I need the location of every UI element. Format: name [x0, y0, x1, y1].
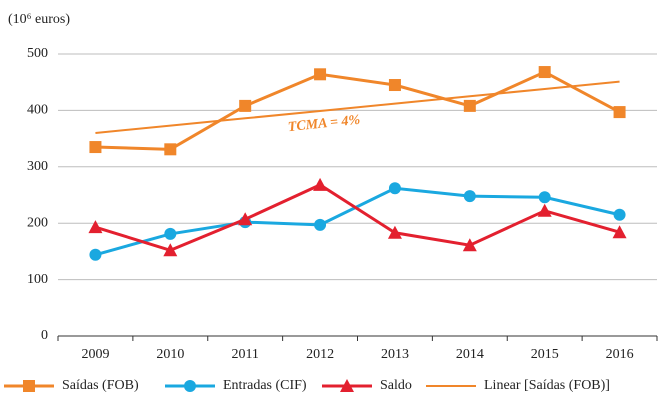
data-point	[613, 106, 626, 119]
legend-label: Entradas (CIF)	[223, 378, 307, 393]
x-tick-label: 2014	[456, 347, 484, 362]
data-point	[314, 218, 327, 231]
x-tick-label: 2016	[606, 347, 634, 362]
x-tick-label: 2015	[531, 347, 559, 362]
data-point	[88, 220, 103, 234]
data-point	[538, 191, 551, 204]
data-point	[538, 66, 551, 79]
y-axis-label: (10⁶ euros)	[8, 12, 70, 27]
data-point	[239, 99, 252, 112]
x-tick-label: 2009	[81, 347, 109, 362]
legend-marker	[23, 380, 35, 392]
legend-marker	[340, 379, 354, 392]
data-point	[613, 208, 626, 221]
data-point	[89, 141, 102, 154]
x-tick-label: 2010	[156, 347, 184, 362]
legend-label: Saldo	[380, 378, 412, 393]
x-tick-label: 2011	[231, 347, 258, 362]
series-line	[95, 70, 621, 151]
series-line	[95, 186, 620, 257]
data-point	[238, 212, 253, 226]
y-tick-label: 0	[41, 328, 48, 343]
annotation: TCMA = 4%	[287, 113, 361, 136]
data-point	[612, 225, 627, 239]
data-point	[314, 68, 327, 81]
x-tick-label: 2013	[381, 347, 409, 362]
data-point	[313, 177, 328, 191]
data-point	[387, 225, 402, 239]
y-tick-label: 500	[27, 46, 48, 61]
legend-marker	[184, 380, 196, 392]
x-tick-label: 2012	[306, 347, 334, 362]
data-point	[462, 238, 477, 252]
data-point	[388, 79, 401, 92]
data-point	[163, 243, 178, 257]
y-tick-label: 300	[27, 159, 48, 174]
data-point	[463, 99, 476, 112]
data-point	[388, 182, 401, 195]
data-point	[537, 203, 552, 217]
series-line	[94, 183, 620, 252]
series-line	[95, 80, 620, 134]
legend-label: Saídas (FOB)	[62, 378, 139, 393]
data-point	[89, 248, 102, 261]
y-tick-label: 200	[27, 215, 48, 230]
data-point	[164, 143, 177, 156]
legend-label: Linear [Saídas (FOB)]	[484, 378, 610, 393]
data-point	[463, 190, 476, 203]
y-tick-label: 100	[27, 272, 48, 287]
y-tick-label: 400	[27, 103, 48, 118]
data-point	[164, 227, 177, 240]
